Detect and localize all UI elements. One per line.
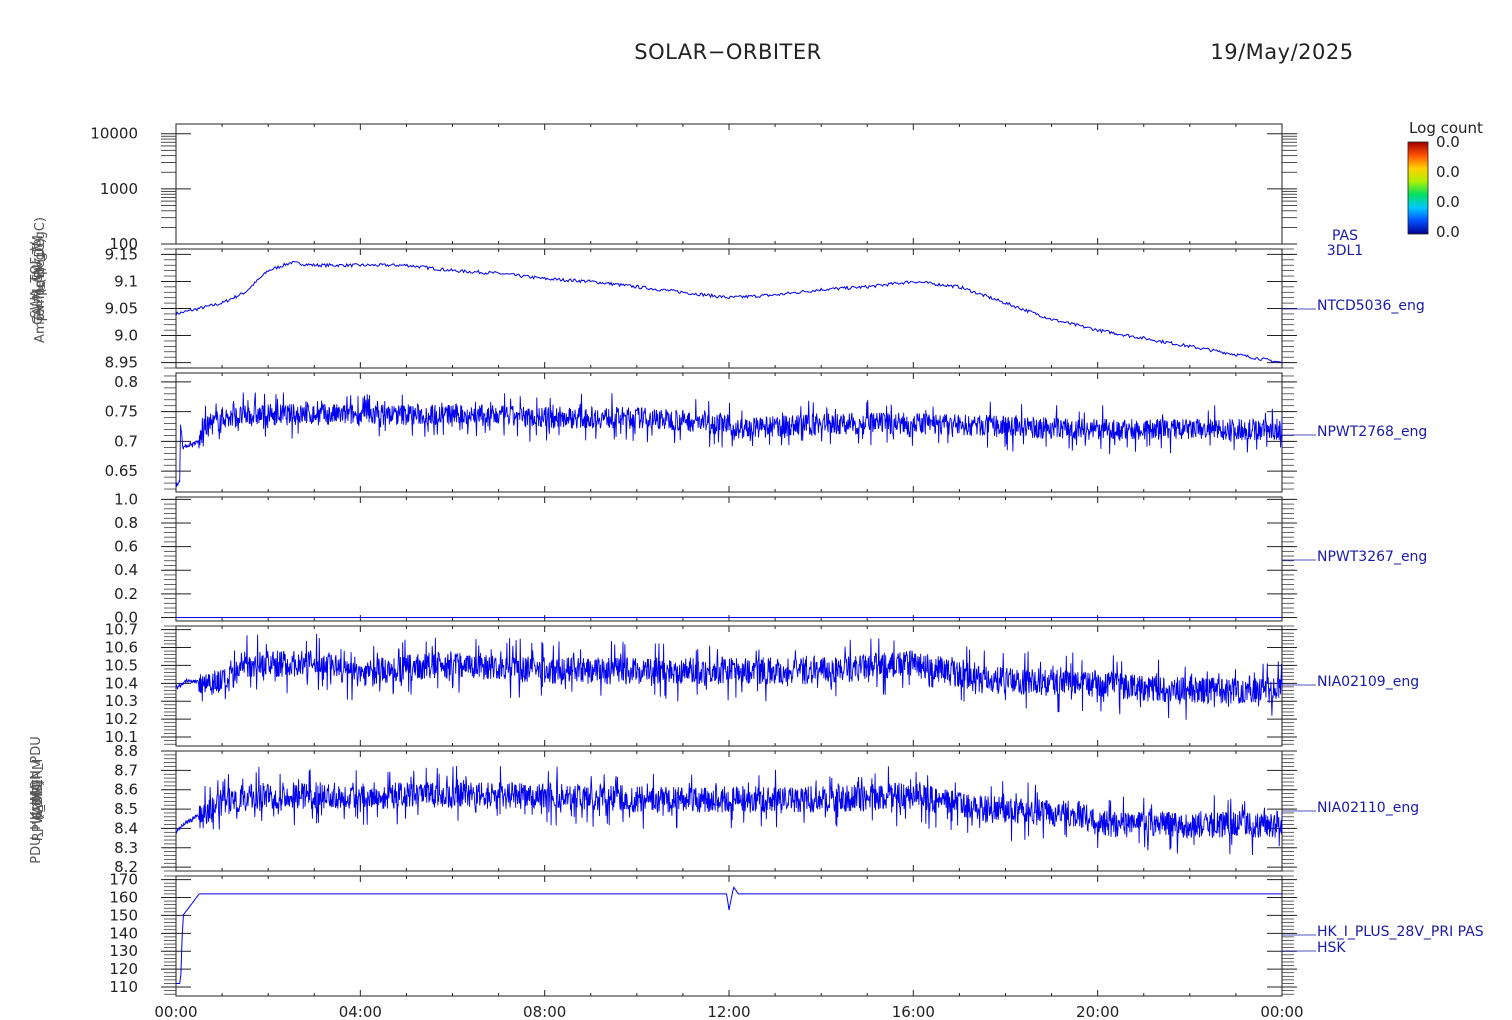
y-tick-label: 8.2 (114, 858, 138, 876)
panel-label: PAS (1332, 228, 1358, 244)
panel-label: NIA02109_eng (1317, 674, 1419, 690)
y-tick-label: 8.5 (114, 800, 138, 818)
panel-frame (175, 248, 1283, 369)
y-tick-label: 160 (109, 888, 138, 906)
y-tick-label: 8.4 (114, 819, 138, 837)
panel-label: HK_I_PLUS_28V_PRI PAS (1317, 924, 1484, 940)
y-tick-label: 170 (109, 871, 138, 889)
y-tick-label: 10.5 (105, 656, 138, 674)
y-tick-label: 9.05 (105, 300, 138, 318)
x-tick-label: 00:00 (154, 1003, 197, 1020)
panel-npwt3267-eng: 0.0 0.2 0.4 0.6 0.8 1.0 NPWT3267_eng (114, 490, 1427, 626)
y-tick-label: 0.8 (114, 373, 138, 391)
x-tick-label: 20:00 (1076, 1003, 1119, 1020)
panel-label: HSK (1317, 940, 1346, 956)
panel-label: 3DL1 (1327, 243, 1363, 259)
colorbar-tick-label: 0.0 (1436, 133, 1460, 151)
y-tick-label: 0.65 (105, 462, 138, 480)
y-tick-label: 140 (109, 924, 138, 942)
y-tick-label: 0.2 (114, 585, 138, 603)
y-tick-label: 8.7 (114, 761, 138, 779)
y-axis-label: RPW_THERM (31, 759, 46, 841)
panel-npwt2768-eng: 0.65 0.7 0.75 0.8 NPWT2768_eng (105, 372, 1427, 493)
y-tick-label: 0.7 (114, 432, 138, 450)
y-axis-label: SWA_TOF_V (29, 241, 44, 318)
overlapped-y-axis-labels: (eV)Temp (DegC)Ampx Temp (DegC)SWA_TOF_V… (29, 217, 48, 864)
panel-nia02110-eng: 8.28.3 8.48.58.6 8.78.8 NIA02110_eng (114, 742, 1419, 876)
colorbar: Log count 0.0 0.0 0.0 0.0 (1407, 119, 1483, 241)
series-line (176, 885, 1282, 984)
y-tick-label: 120 (109, 960, 138, 978)
x-tick-label: 08:00 (523, 1003, 566, 1020)
y-tick-label: 0.4 (114, 561, 138, 579)
y-tick-label: 9.15 (105, 245, 138, 263)
y-tick-label: 8.3 (114, 839, 138, 857)
y-tick-label: 10.7 (105, 621, 138, 639)
plot-title: SOLAR−ORBITER (634, 40, 822, 64)
y-tick-label: 1000 (100, 180, 138, 198)
y-axis-label: CALM_SW_TM (31, 235, 46, 325)
x-tick-label: 12:00 (707, 1003, 750, 1020)
y-tick-label: 1.0 (114, 490, 138, 508)
y-tick-label: 10.4 (105, 674, 138, 692)
panel-label: NIA02110_eng (1317, 800, 1419, 816)
panel-ntcd5036-eng: 8.95 9.0 9.05 9.1 9.15 NTCD5036_eng (105, 245, 1425, 371)
series-line (175, 392, 1283, 487)
x-tick-label: 00:00 (1260, 1003, 1303, 1020)
panel-label: NPWT2768_eng (1317, 424, 1427, 440)
colorbar-tick-label: 0.0 (1436, 163, 1460, 181)
colorbar-tick-label: 0.0 (1436, 193, 1460, 211)
x-axis: 00:00 04:00 08:00 12:00 16:00 20:00 00:00 (154, 1003, 1303, 1020)
y-tick-label: 100 (109, 235, 138, 253)
series-line (175, 765, 1283, 856)
colorbar-gradient (1407, 141, 1429, 235)
y-axis-label: Ampx Temp (DegC) (33, 217, 48, 343)
y-tick-label: 0.6 (114, 538, 138, 556)
y-axis-label: (mA) (29, 784, 44, 816)
y-tick-label: 10.3 (105, 692, 138, 710)
panel-frame (175, 496, 1283, 622)
y-tick-label: 10.1 (105, 728, 138, 746)
y-tick-label: 9.1 (114, 272, 138, 290)
y-axis-label: (Volts) (31, 779, 46, 820)
x-tick-label: 16:00 (892, 1003, 935, 1020)
y-axis-label: (eV) (33, 266, 48, 293)
y-axis-label: Temp (DegC) (33, 238, 48, 323)
colorbar-label: Log count (1409, 119, 1483, 137)
y-tick-label: 10000 (90, 125, 138, 143)
y-tick-label: 9.0 (114, 327, 138, 345)
y-axis-label: PDU_HK_IMON_PDU (29, 736, 44, 864)
y-axis-label: (ADC) (31, 781, 46, 819)
y-tick-label: 10.2 (105, 710, 138, 728)
y-tick-label: 130 (109, 942, 138, 960)
panel-frame (175, 123, 1283, 245)
y-tick-label: 150 (109, 906, 138, 924)
y-tick-label: 0.75 (105, 403, 138, 421)
y-tick-label: 8.6 (114, 781, 138, 799)
y-tick-label: 10.6 (105, 638, 138, 656)
y-tick-label: 8.95 (105, 354, 138, 372)
panel-label: NTCD5036_eng (1317, 298, 1425, 314)
series-line (175, 633, 1283, 720)
colorbar-tick-label: 0.0 (1436, 223, 1460, 241)
panel-nia02109-eng: 10.110.210.310.410.510.610.7 NIA02109_eng (105, 621, 1419, 747)
x-tick-label: 04:00 (339, 1003, 382, 1020)
panel-frame (175, 625, 1283, 747)
y-tick-label: 0.0 (114, 608, 138, 626)
plot-date: 19/May/2025 (1210, 40, 1353, 64)
panel-label: NPWT3267_eng (1317, 549, 1427, 565)
y-tick-label: 110 (109, 978, 138, 996)
y-tick-label: 8.8 (114, 742, 138, 760)
y-tick-label: 0.8 (114, 514, 138, 532)
series-line (175, 260, 1283, 363)
